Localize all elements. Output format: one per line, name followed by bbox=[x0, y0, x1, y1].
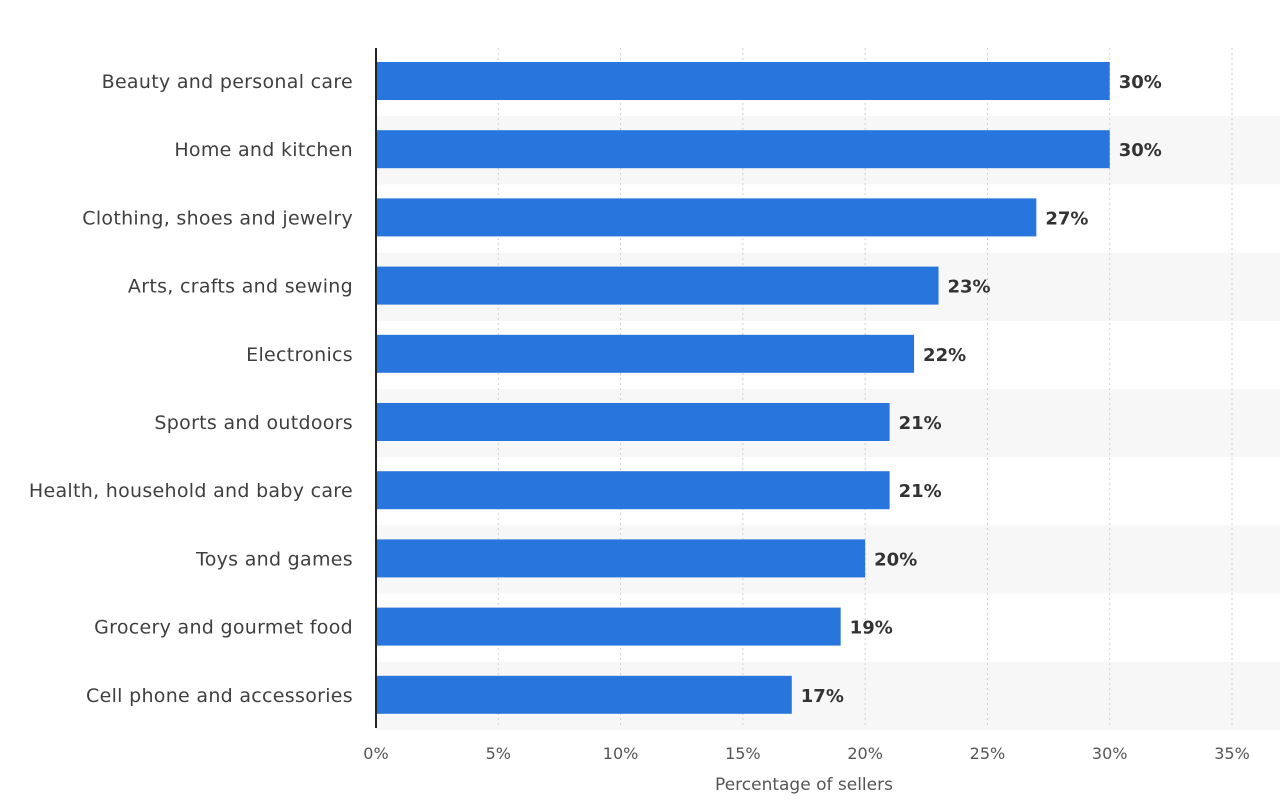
category-label: Arts, crafts and sewing bbox=[128, 276, 353, 298]
value-label: 20% bbox=[874, 549, 917, 570]
bar bbox=[376, 539, 866, 578]
category-label: Beauty and personal care bbox=[102, 71, 353, 93]
value-label: 30% bbox=[1119, 140, 1162, 161]
x-tick-label: 10% bbox=[603, 744, 639, 763]
value-label: 21% bbox=[899, 413, 942, 434]
category-label: Grocery and gourmet food bbox=[94, 617, 353, 639]
bars bbox=[376, 62, 1110, 714]
x-axis-title: Percentage of sellers bbox=[715, 775, 893, 795]
category-label: Clothing, shoes and jewelry bbox=[82, 207, 353, 229]
category-label: Health, household and baby care bbox=[29, 480, 353, 502]
x-axis-ticks: 0% 5% 10% 15% 20% 25% 30% 35% bbox=[363, 744, 1249, 763]
x-tick-label: 25% bbox=[970, 744, 1006, 763]
x-tick-label: 5% bbox=[486, 744, 511, 763]
bar bbox=[376, 607, 841, 646]
value-labels: 30% 30% 27% 23% 22% 21% 21% 20% 19% 17% bbox=[801, 72, 1162, 707]
category-label: Home and kitchen bbox=[174, 139, 353, 161]
value-label: 19% bbox=[850, 618, 893, 639]
x-tick-label: 30% bbox=[1092, 744, 1128, 763]
bar bbox=[376, 334, 915, 373]
x-tick-label: 20% bbox=[847, 744, 883, 763]
value-label: 21% bbox=[899, 481, 942, 502]
category-label: Toys and games bbox=[195, 548, 353, 570]
value-label: 22% bbox=[923, 345, 966, 366]
bar bbox=[376, 130, 1110, 169]
category-label: Electronics bbox=[246, 344, 353, 366]
category-labels: Beauty and personal care Home and kitchen… bbox=[29, 71, 353, 707]
category-label: Sports and outdoors bbox=[154, 412, 353, 434]
value-label: 30% bbox=[1119, 72, 1162, 93]
x-tick-label: 15% bbox=[725, 744, 761, 763]
value-label: 23% bbox=[948, 277, 991, 298]
x-tick-label: 0% bbox=[363, 744, 388, 763]
bar bbox=[376, 198, 1037, 237]
bar bbox=[376, 403, 890, 441]
x-tick-label: 35% bbox=[1214, 744, 1250, 763]
bar bbox=[376, 62, 1110, 100]
value-label: 27% bbox=[1045, 208, 1088, 229]
bar bbox=[376, 675, 792, 714]
bar bbox=[376, 266, 939, 305]
bar bbox=[376, 471, 890, 510]
value-label: 17% bbox=[801, 686, 844, 707]
category-label: Cell phone and accessories bbox=[86, 685, 353, 707]
